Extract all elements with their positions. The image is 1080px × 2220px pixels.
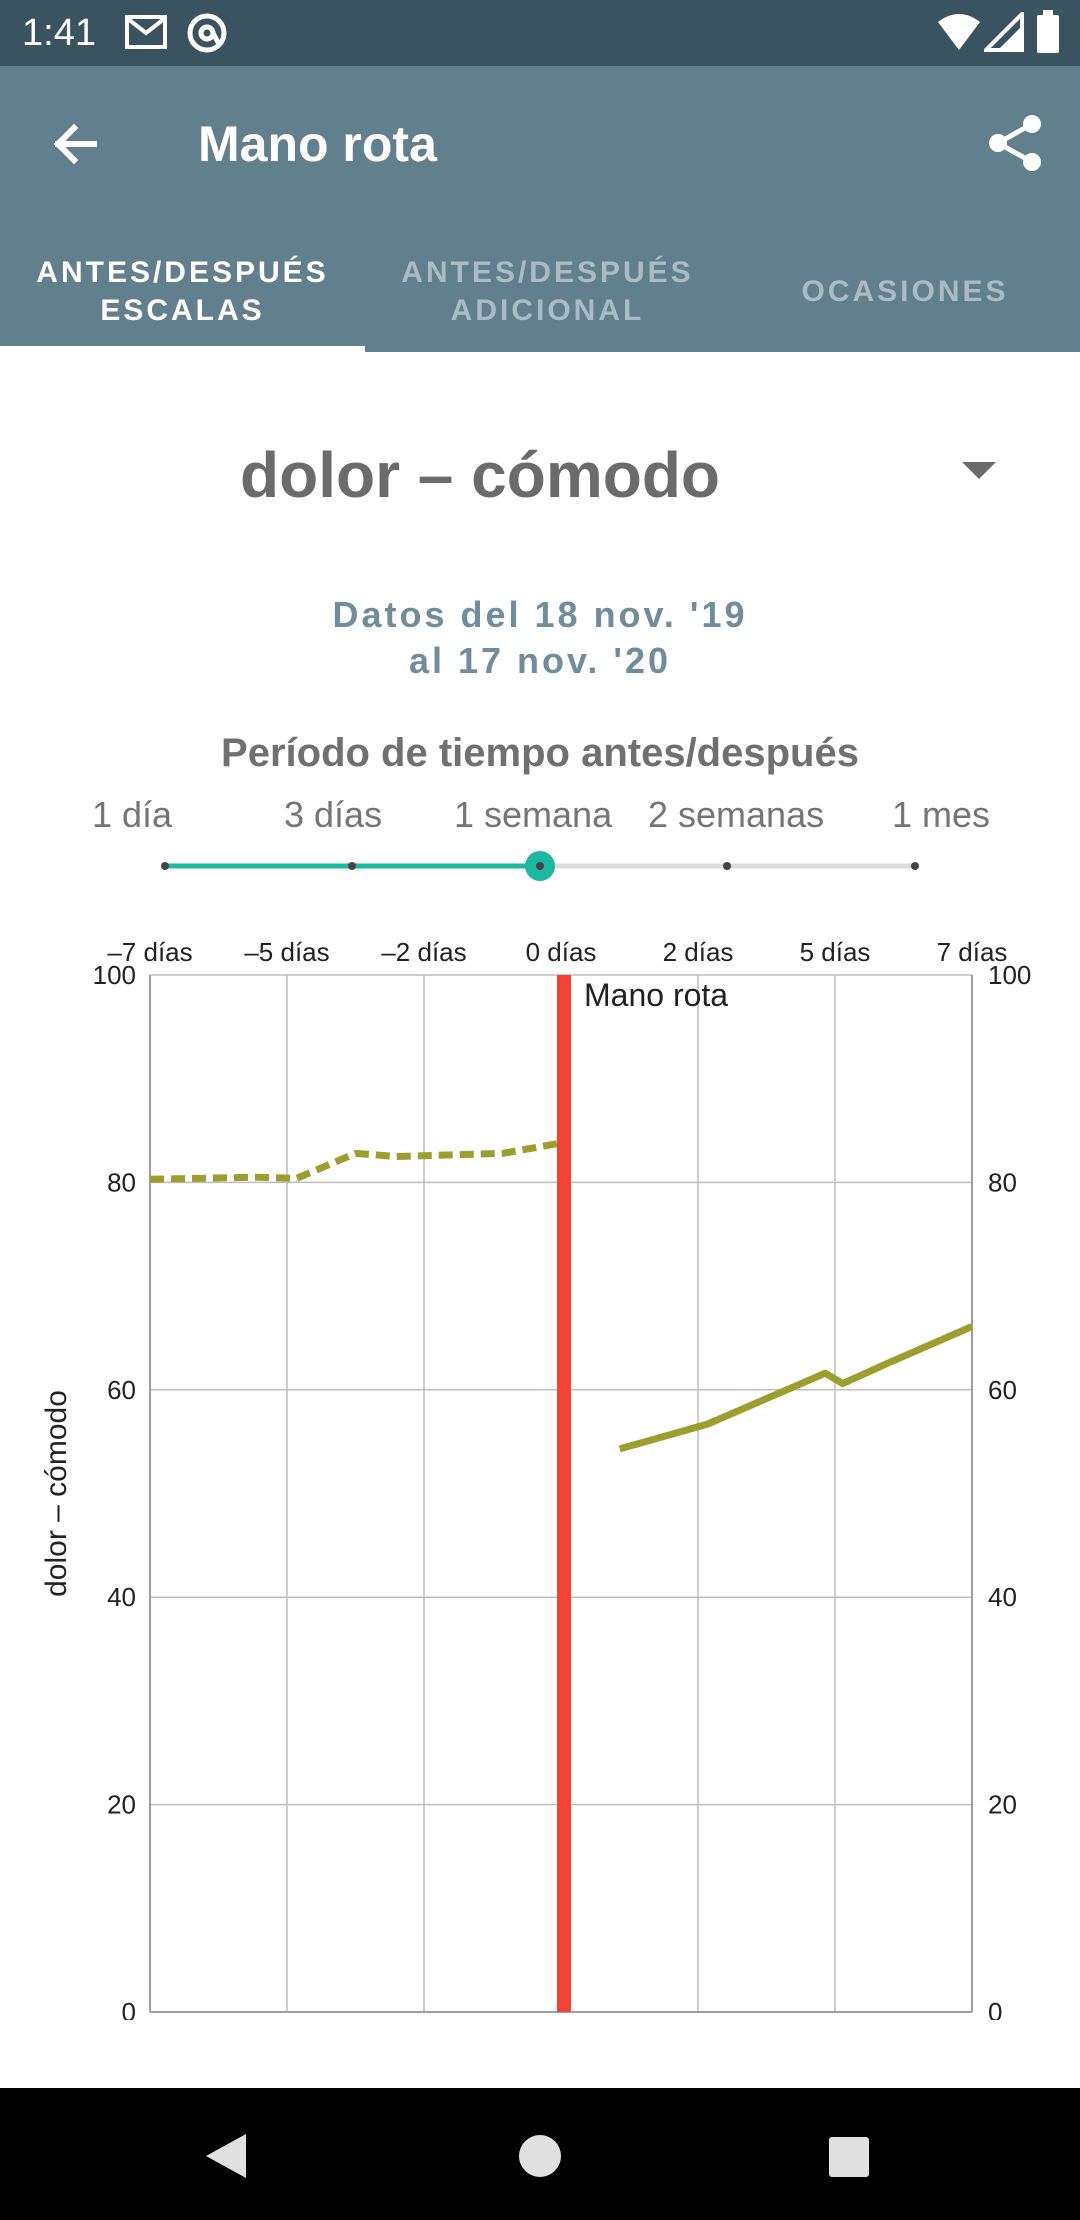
y-tick-label-left: 60 (107, 1375, 136, 1405)
period-option-1-mes[interactable]: 1 mes (892, 794, 991, 835)
slider-tick (536, 862, 544, 870)
x-tick-label: –2 días (381, 937, 466, 967)
y-tick-label-left: 100 (93, 960, 136, 990)
tab-label-line2: ADICIONAL (450, 294, 645, 327)
y-tick-label-right: 60 (988, 1375, 1017, 1405)
x-tick-label: 0 días (526, 937, 597, 967)
period-option-1-semana[interactable]: 1 semana (454, 794, 613, 835)
navigation-bar (0, 2088, 1080, 2220)
back-triangle-icon[interactable] (202, 2132, 248, 2180)
y-tick-label-right: 80 (988, 1167, 1017, 1197)
y-tick-label-right: 100 (988, 960, 1031, 990)
x-tick-label: 2 días (663, 937, 734, 967)
wifi-icon (938, 14, 980, 50)
slider-tick (161, 862, 169, 870)
chevron-down-icon[interactable] (962, 462, 996, 479)
tab-indicator (0, 346, 365, 352)
app-bar: Mano rota ANTES/DESPUÉS ESCALAS ANTES/DE… (0, 66, 1080, 352)
signal-icon (984, 12, 1024, 52)
gmail-icon (125, 15, 167, 49)
recents-square-icon[interactable] (828, 2136, 870, 2178)
page-title: Mano rota (198, 116, 437, 172)
tab-antes-despues-escalas[interactable]: ANTES/DESPUÉS ESCALAS (0, 248, 365, 352)
tab-label-line2: ESCALAS (100, 294, 265, 327)
date-range-line1: Datos del 18 nov. '19 (332, 594, 748, 635)
series-before-line (149, 1139, 562, 1183)
period-option-1-dia[interactable]: 1 día (92, 794, 173, 835)
y-tick-label-left: 0 (122, 1997, 136, 2020)
tab-label-line1: ANTES/DESPUÉS (36, 256, 329, 289)
y-tick-label-left: 20 (107, 1790, 136, 1820)
event-label: Mano rota (584, 977, 728, 1013)
at-sign-icon (187, 13, 227, 53)
tab-label-line1: ANTES/DESPUÉS (401, 256, 694, 289)
event-marker (557, 975, 571, 2012)
y-tick-label-right: 20 (988, 1790, 1017, 1820)
date-range-line2: al 17 nov. '20 (408, 640, 671, 681)
period-option-3-dias[interactable]: 3 días (284, 794, 383, 835)
slider-tick (723, 862, 731, 870)
period-title: Período de tiempo antes/después (221, 731, 859, 775)
y-tick-label-left: 40 (107, 1582, 136, 1612)
tab-label-line1: OCASIONES (801, 275, 1009, 308)
home-circle-icon[interactable] (518, 2134, 562, 2178)
period-option-2-semanas[interactable]: 2 semanas (648, 794, 825, 835)
x-tick-label: –5 días (244, 937, 329, 967)
slider-tick (911, 862, 919, 870)
status-time: 1:41 (22, 12, 96, 54)
period-slider[interactable] (150, 846, 930, 886)
battery-icon (1037, 10, 1059, 53)
x-tick-label: 7 días (937, 937, 1008, 967)
tab-ocasiones[interactable]: OCASIONES (730, 248, 1080, 352)
y-tick-label-right: 0 (988, 1997, 1002, 2020)
x-tick-label: –7 días (107, 937, 192, 967)
arrow-back-icon[interactable] (44, 112, 108, 176)
tab-antes-despues-adicional[interactable]: ANTES/DESPUÉS ADICIONAL (365, 248, 730, 352)
y-axis-label: dolor – cómodo (40, 1390, 73, 1597)
share-icon[interactable] (982, 110, 1048, 176)
y-tick-label-left: 80 (107, 1167, 136, 1197)
x-tick-label: 5 días (800, 937, 871, 967)
status-bar: 1:41 (0, 0, 1080, 66)
slider-tick (348, 862, 356, 870)
date-range: Datos del 18 nov. '19 al 17 nov. '20 (0, 592, 1080, 684)
series-after-line (618, 1323, 974, 1453)
scale-dropdown[interactable]: dolor – cómodo (240, 439, 720, 511)
y-tick-label-right: 40 (988, 1582, 1017, 1612)
